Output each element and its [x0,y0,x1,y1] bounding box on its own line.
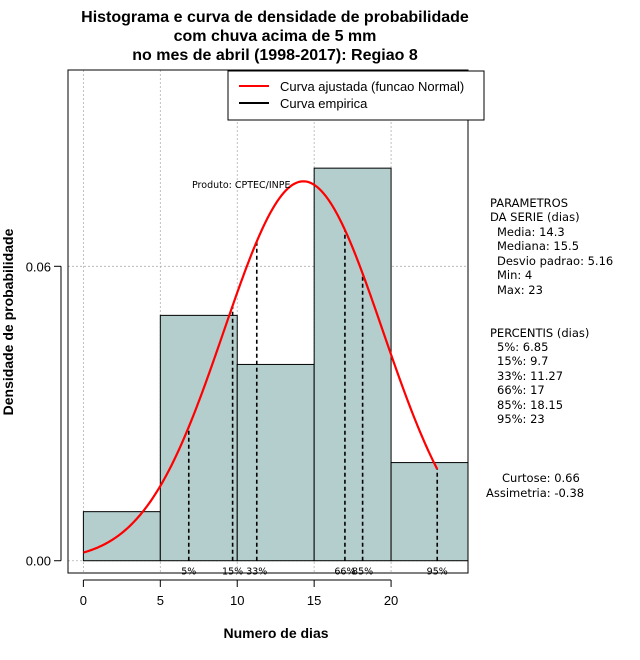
percentil-15: 15%: 9.7 [497,354,548,368]
parametros-title-2: DA SERIE (dias) [490,210,580,224]
percentile-label: 33% [246,567,267,578]
percentil-5: 5%: 6.85 [497,340,548,354]
parametro-mediana: Mediana: 15.5 [497,239,579,253]
percentile-label: 15% [222,567,243,578]
parametro-min: Min: 4 [497,268,532,282]
curtose-value: Curtose: 0.66 [502,471,580,485]
percentil-66: 66%: 17 [497,383,545,397]
percentile-label: 5% [181,567,196,578]
legend-box [227,70,485,121]
assimetria-value: Assimetria: -0.38 [486,486,584,500]
x-tick-label: 5 [157,593,164,608]
x-axis-title: Numero de dias [223,625,328,641]
percentil-85: 85%: 18.15 [497,398,563,412]
product-annotation: Produto: CPTEC/INPE [192,180,291,191]
percentile-label: 66% [334,567,355,578]
y-tick-label: 0.00 [26,554,51,569]
histogram-bar [313,167,392,562]
normal-curve-line [83,180,439,554]
parametro-desvio: Desvio padrao: 5.16 [497,254,613,268]
histogram-bar [390,462,469,562]
y-axis-title: Densidade de probabilidade [0,228,16,415]
chart-title-line-3: no mes de abril (1998-2017): Regiao 8 [132,47,418,64]
parametros-title-1: PARAMETROS [490,196,568,210]
legend-empirical-label: Curva empirica [280,96,368,111]
histogram-bars [82,167,469,562]
parametros-panel: PARAMETROS DA SERIE (dias) Media: 14.3 M… [490,196,613,297]
normal-curve [83,180,439,554]
percentile-label: 95% [427,567,448,578]
x-axis: 0 5 10 15 20 [80,579,398,608]
y-axis: 0.00 0.06 [26,259,62,569]
histogram-bar [236,363,315,562]
parametro-media: Media: 14.3 [497,225,565,239]
y-tick-label: 0.06 [26,259,51,274]
shape-panel: Curtose: 0.66 Assimetria: -0.38 [486,471,584,500]
plot-frame [67,69,469,574]
chart-title-line-2: com chuva acima de 5 mm [174,28,377,45]
percentis-panel: PERCENTIS (dias) 5%: 6.85 15%: 9.7 33%: … [490,326,589,426]
histogram-bar [82,511,161,562]
x-tick-label: 0 [80,593,87,608]
percentil-33: 33%: 11.27 [497,369,563,383]
percentile-label: 85% [352,567,373,578]
percentile-labels: 5% 15% 33% 66%85% 95% [181,567,448,578]
x-tick-label: 20 [384,593,398,608]
x-tick-label: 15 [307,593,321,608]
percentis-title: PERCENTIS (dias) [490,326,589,340]
percentile-lines [187,229,439,561]
parametro-max: Max: 23 [497,283,543,297]
percentil-95: 95%: 23 [497,412,545,426]
x-tick-label: 10 [230,593,244,608]
histogram-bar [159,314,238,562]
legend: Curva ajustada (funcao Normal) Curva emp… [227,70,485,121]
legend-normal-label: Curva ajustada (funcao Normal) [280,79,464,94]
chart-title-line-1: Histograma e curva de densidade de proba… [81,9,469,26]
